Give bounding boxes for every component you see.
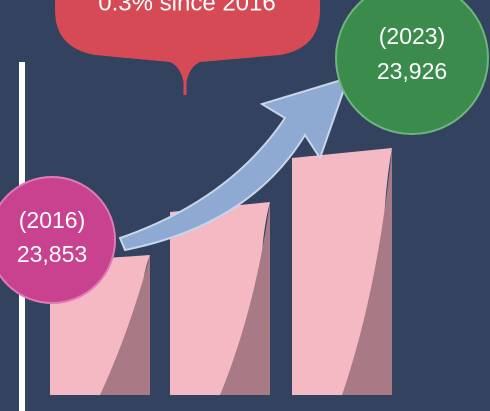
infographic: 0.3% since 2016 (2016) 23,853 (2023) 23,… [0,0,490,411]
badge-year: (2016) [19,207,85,233]
badge-circle [0,177,115,303]
callout-text: 0.3% since 2016 [98,0,275,16]
badge-value: 23,853 [17,241,87,267]
page: {"callout": {"text": "0.3% since 2016"},… [0,0,490,411]
badge-year: (2023) [379,23,445,49]
badge-value: 23,926 [377,58,447,84]
